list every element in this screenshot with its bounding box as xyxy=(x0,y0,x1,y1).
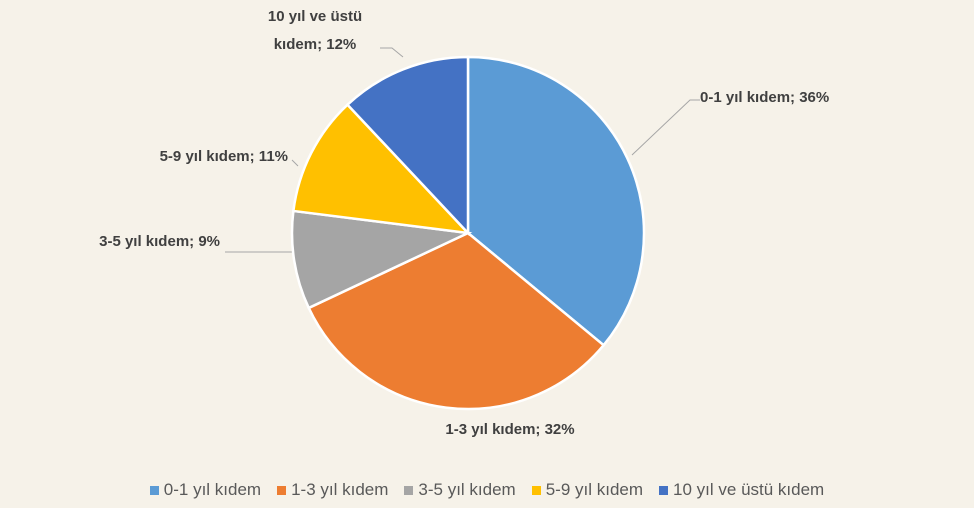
legend-item: 10 yıl ve üstü kıdem xyxy=(659,480,824,500)
legend-item: 3-5 yıl kıdem xyxy=(404,480,516,500)
data-label: 1-3 yıl kıdem; 32% xyxy=(445,421,575,438)
pie-slice xyxy=(291,102,472,235)
legend-item: 0-1 yıl kıdem xyxy=(149,480,262,500)
pie-slice xyxy=(466,55,646,347)
legend-label: 1-3 yıl kıdem xyxy=(291,480,389,499)
legend-swatch xyxy=(404,485,414,495)
legend-label: 5-9 yıl kıdem xyxy=(545,480,644,499)
leader-line xyxy=(631,99,700,156)
pie-slice xyxy=(307,231,606,411)
legend-item: 1-3 yıl kıdem xyxy=(277,480,388,500)
pie-slice xyxy=(290,209,473,310)
leader-line xyxy=(380,47,404,58)
legend-swatch xyxy=(277,485,287,495)
data-label: 10 yıl ve üstü kıdem; 12% xyxy=(267,8,363,53)
legend-label: 10 yıl ve üstü kıdem xyxy=(673,480,825,499)
legend-label: 0-1 yıl kıdem xyxy=(163,480,262,499)
data-label: 0-1 yıl kıdem; 36% xyxy=(700,89,830,106)
legend-label: 3-5 yıl kıdem xyxy=(418,480,516,499)
chart xyxy=(225,47,700,411)
pie-slice xyxy=(345,55,470,237)
legend-item: 5-9 yıl kıdem xyxy=(531,480,644,500)
data-label: 5-9 yıl kıdem; 11% xyxy=(159,148,288,165)
leader-line xyxy=(291,159,299,167)
legend-swatch xyxy=(659,485,669,495)
legend: 0-1 yıl kıdem 1-3 yıl kıdem 3-5 yıl kıdem 5… xyxy=(0,480,974,500)
data-label: 3-5 yıl kıdem; 9% xyxy=(99,233,220,250)
legend-swatch xyxy=(531,485,541,495)
legend-swatch xyxy=(149,485,159,495)
